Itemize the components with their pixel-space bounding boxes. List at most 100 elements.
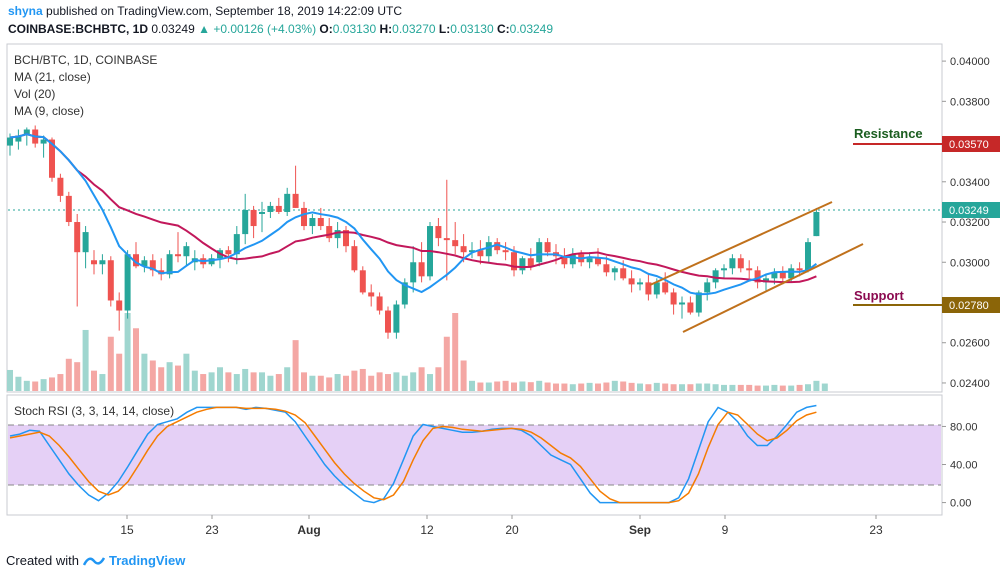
volume-bar: [805, 384, 811, 391]
y-tick-label: 0.03800: [950, 96, 990, 108]
candle-body: [385, 310, 391, 333]
volume-bar: [385, 374, 391, 391]
candle-body: [628, 278, 635, 285]
volume-bar: [233, 374, 240, 391]
volume-bar: [695, 383, 702, 391]
x-tick-label: 9: [722, 523, 729, 537]
volume-bar: [536, 380, 543, 391]
volume-bar: [359, 368, 366, 391]
x-tick-label: 23: [869, 523, 883, 537]
candle-body: [401, 282, 408, 305]
y-tick-label: 0.03200: [950, 217, 990, 229]
open-value: 0.03130: [332, 22, 377, 36]
candle-body: [813, 211, 820, 237]
price-tag: [942, 202, 1000, 218]
stoch-tick-label: 80.00: [950, 421, 978, 433]
volume-bar: [309, 375, 316, 391]
volume-bar: [779, 385, 786, 391]
volume-bar: [679, 384, 685, 391]
volume-bar: [418, 367, 425, 391]
volume-bar: [149, 360, 156, 391]
volume-bar: [326, 377, 333, 391]
legend-ma21[interactable]: MA (21, close): [14, 70, 91, 84]
candle-body: [561, 256, 568, 265]
candle-body: [410, 262, 417, 283]
volume-bar: [116, 353, 123, 391]
volume-bar: [259, 372, 265, 391]
candle-body: [477, 250, 484, 257]
candle-body: [23, 129, 30, 136]
volume-bar: [435, 367, 442, 391]
volume-bar: [40, 379, 47, 391]
legend-ma9[interactable]: MA (9, close): [14, 104, 85, 118]
volume-bar: [645, 384, 652, 391]
legend-title[interactable]: BCH/BTC, 1D, COINBASE: [14, 53, 158, 67]
candle-body: [494, 242, 501, 251]
stoch-pane-frame: [6, 394, 943, 516]
candle-body: [65, 195, 72, 223]
candle-body: [418, 262, 425, 277]
candle-body: [502, 250, 509, 253]
x-tick-label: 23: [205, 523, 219, 537]
candle-body: [250, 209, 257, 227]
volume-bar: [292, 340, 299, 391]
tradingview-brand[interactable]: TradingView: [108, 553, 186, 568]
volume-bar: [586, 382, 593, 391]
volume-bar: [527, 382, 534, 391]
candle-body: [301, 207, 307, 227]
volume-bar: [662, 383, 669, 391]
volume-bar: [91, 370, 97, 391]
volume-bar: [813, 380, 820, 391]
last-price: 0.03249: [151, 22, 195, 36]
volume-bar: [74, 362, 81, 391]
volume-bar: [275, 374, 282, 391]
candle-body: [737, 258, 744, 269]
candle-body: [586, 258, 593, 263]
candle-body: [225, 250, 232, 255]
volume-bar: [511, 382, 517, 391]
x-tick-label: 15: [120, 523, 134, 537]
candle-body: [637, 282, 643, 285]
volume-bar: [569, 384, 576, 391]
stoch-label: Stoch RSI (3, 3, 14, 14, close): [14, 404, 174, 418]
ma9-line: [9, 133, 818, 296]
volume-bar: [796, 384, 803, 391]
candle-body: [317, 218, 324, 227]
volume-bar: [502, 380, 509, 391]
x-tick-label: Aug: [297, 523, 320, 537]
volume-bar: [334, 374, 341, 391]
candle-body: [259, 211, 265, 214]
candle-body: [351, 246, 358, 271]
y-tick-label: 0.03400: [950, 177, 990, 189]
candle-body: [712, 270, 719, 283]
candle-body: [334, 230, 341, 239]
candle-body: [695, 292, 702, 313]
candle-body: [326, 226, 333, 239]
volume-bar: [200, 374, 207, 391]
stoch-y-axis: 80.00 40.00 0.00: [942, 421, 978, 510]
volume-bar: [653, 382, 660, 391]
stoch-tick-label: 40.00: [950, 460, 978, 472]
symbol[interactable]: COINBASE:BCHBTC, 1D: [8, 22, 149, 36]
volume-bar: [771, 384, 778, 391]
x-tick-label: 12: [420, 523, 434, 537]
candle-body: [359, 270, 366, 293]
tradingview-logo-icon[interactable]: [82, 554, 105, 568]
candle-body: [82, 232, 89, 253]
volume-bar: [317, 375, 324, 391]
legend-vol[interactable]: Vol (20): [14, 87, 56, 101]
volume-bar: [628, 382, 635, 391]
volume-bar: [158, 367, 165, 391]
created-with-text: Created with: [6, 553, 79, 568]
y-tick-label: 0.03000: [950, 257, 990, 269]
volume-bar: [175, 365, 181, 391]
publisher-name[interactable]: shyna: [8, 4, 43, 18]
candle-body: [670, 292, 677, 305]
candle-body: [175, 254, 181, 257]
volume-bar: [746, 384, 753, 391]
volume-bar: [737, 384, 744, 391]
volume-bar: [485, 382, 492, 391]
volume-bar: [788, 385, 795, 391]
candle-body: [469, 250, 475, 253]
candle-body: [292, 193, 299, 208]
